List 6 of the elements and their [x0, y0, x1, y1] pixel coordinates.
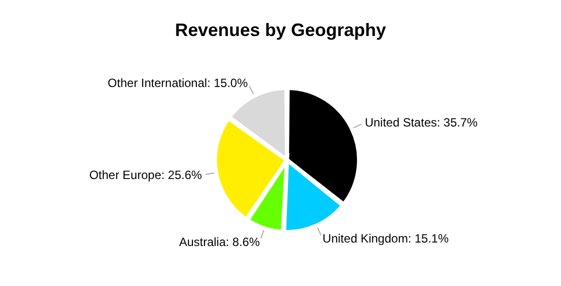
slice-label: United Kingdom: 15.1%	[322, 232, 449, 246]
slice-label: Other International: 15.0%	[108, 76, 248, 90]
slice-label: United States: 35.7%	[364, 115, 478, 130]
slice-label: Other Europe: 25.6%	[89, 168, 202, 182]
chart-title: Revenues by Geography	[174, 20, 386, 40]
slice-label: Australia: 8.6%	[179, 235, 260, 249]
